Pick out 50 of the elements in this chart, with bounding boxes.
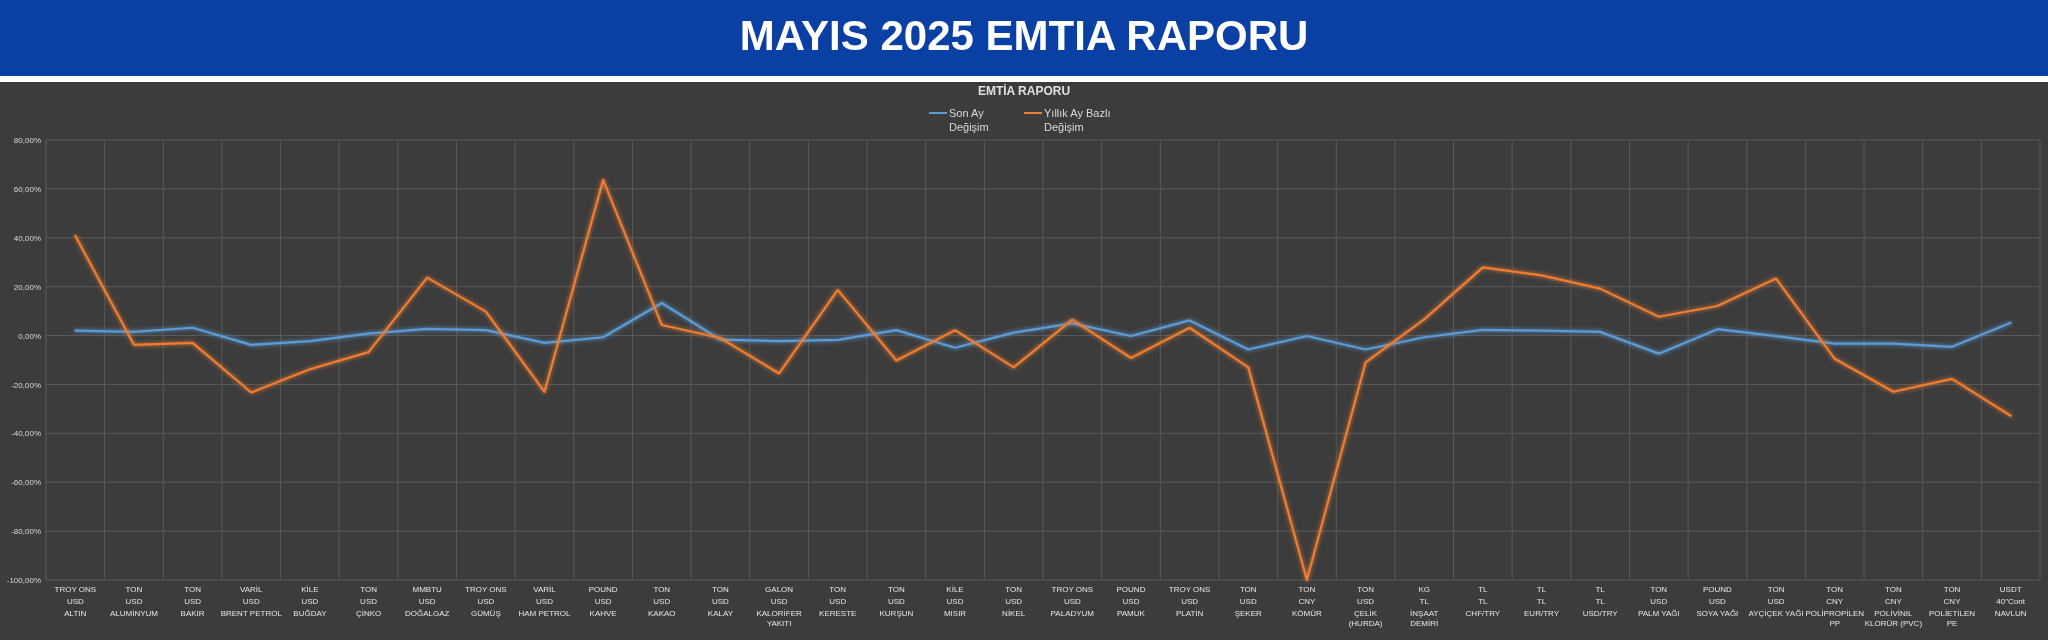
x-tick-label: TON USD KERESTE bbox=[819, 585, 857, 618]
x-tick-label: KG TL İNŞAAT DEMİRİ bbox=[1410, 585, 1439, 628]
x-tick-label: POUND USD PAMUK bbox=[1116, 585, 1146, 618]
x-tick-label: POUND USD SOYA YAĞI bbox=[1696, 585, 1739, 618]
x-tick-label: USDT 40"Cont NAVLUN bbox=[1994, 585, 2027, 618]
y-tick-label: -40,00% bbox=[11, 429, 41, 439]
legend-label: Son Ay Değişim bbox=[949, 107, 989, 133]
x-tick-label: MMBTU USD DOĞALGAZ bbox=[404, 585, 450, 618]
y-tick-label: 80,00% bbox=[13, 136, 41, 146]
x-tick-label: TON USD NİKEL bbox=[1002, 585, 1026, 618]
x-tick-label: TON USD ŞEKER bbox=[1234, 585, 1263, 618]
y-tick-label: -60,00% bbox=[11, 478, 41, 488]
x-tick-label: VARİL USD BRENT PETROL bbox=[220, 585, 283, 618]
x-tick-label: TON CNY POLİPROPİLEN PP bbox=[1805, 585, 1865, 628]
x-tick-label: TON CNY POLİETİLEN PE bbox=[1928, 585, 1976, 628]
x-tick-label: TON CNY POLİVİNİL KLORÜR (PVC) bbox=[1864, 585, 1923, 628]
y-tick-label: -80,00% bbox=[11, 527, 41, 537]
x-tick-label: TON USD AYÇİÇEK YAĞI bbox=[1748, 585, 1804, 618]
y-tick-label: 40,00% bbox=[13, 233, 41, 243]
x-tick-label: TON USD ÇELİK (HURDA) bbox=[1348, 585, 1383, 628]
chart-subtitle: EMTİA RAPORU bbox=[977, 83, 1071, 98]
x-tick-label: TROY ONS USD GÜMÜŞ bbox=[465, 585, 507, 618]
legend-label: Yıllık Ay Bazlı Değişim bbox=[1044, 107, 1111, 133]
x-tick-label: TON USD KURŞUN bbox=[879, 585, 914, 618]
x-tick-label: TL TL CHF/TRY bbox=[1465, 585, 1501, 618]
y-tick-label: 20,00% bbox=[13, 282, 41, 292]
y-tick-label: 0,00% bbox=[18, 331, 41, 341]
x-tick-label: TON USD ALUMİNYUM bbox=[109, 585, 159, 618]
y-tick-label: 60,00% bbox=[13, 184, 41, 194]
x-tick-label: TL TL EUR/TRY bbox=[1524, 585, 1560, 618]
line-series bbox=[74, 301, 2012, 355]
x-tick-label: TON USD KAKAO bbox=[648, 585, 676, 618]
x-tick-label: TON USD BAKIR bbox=[180, 585, 205, 618]
x-tick-label: TL TL USD/TRY bbox=[1582, 585, 1619, 618]
x-tick-label: POUND USD KAHVE bbox=[588, 585, 618, 618]
x-tick-label: TON USD KALAY bbox=[707, 585, 734, 618]
chart-title: MAYIS 2025 EMTIA RAPORU bbox=[739, 12, 1309, 59]
x-tick-label: KİLE USD MISIR bbox=[943, 585, 967, 618]
x-tick-label: GALON USD KALORİFER YAKITI bbox=[756, 585, 802, 628]
x-tick-label: VARİL USD HAM PETROL bbox=[518, 585, 572, 618]
x-tick-label: TROY ONS USD PALADYUM bbox=[1050, 585, 1095, 618]
x-tick-label: TON USD PALM YAĞI bbox=[1637, 585, 1680, 618]
line-series bbox=[74, 178, 2012, 582]
x-tick-label: TON CNY KÖMÜR bbox=[1292, 585, 1323, 618]
y-tick-label: -100,00% bbox=[6, 576, 41, 586]
x-tick-label: KİLE USD BUĞDAY bbox=[293, 585, 328, 618]
y-tick-label: -20,00% bbox=[11, 380, 41, 390]
x-tick-label: TROY ONS USD ALTIN bbox=[54, 585, 97, 618]
x-tick-label: TROY ONS USD PLATİN bbox=[1168, 585, 1211, 618]
x-tick-label: TON USD ÇİNKO bbox=[355, 585, 382, 618]
